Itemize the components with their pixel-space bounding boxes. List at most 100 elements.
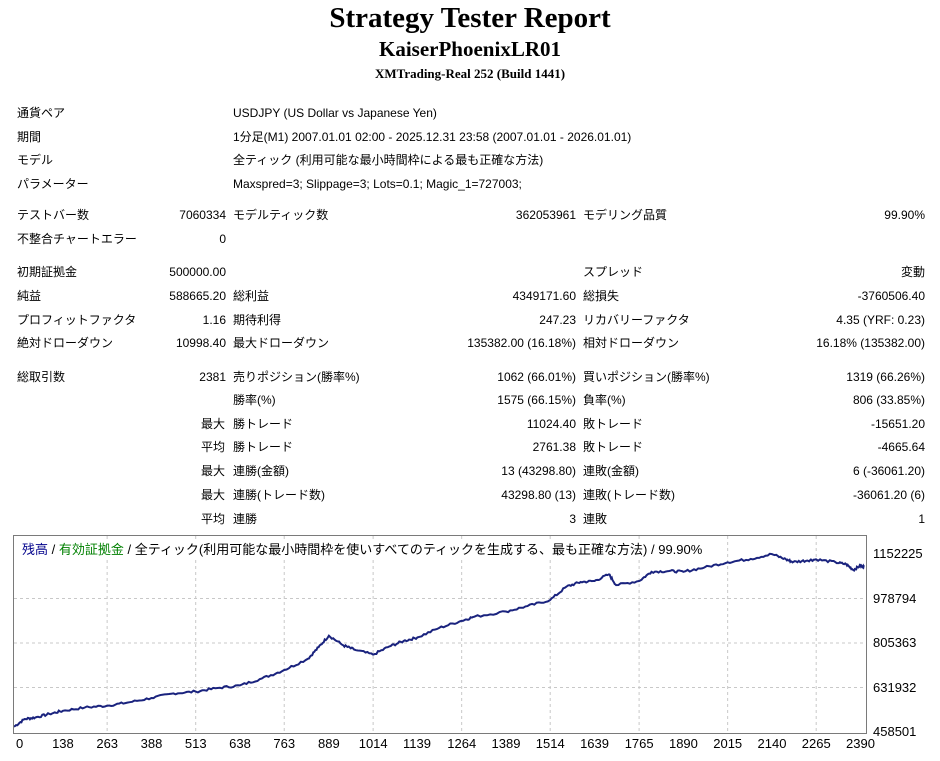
symbol-value: USDJPY (US Dollar vs Japanese Yen) <box>233 106 437 120</box>
profit-factor-label: プロフィットファクタ <box>17 313 137 327</box>
profit-factor-value: 1.16 <box>202 313 226 327</box>
x-tick-label: 1264 <box>447 736 477 751</box>
largest-loss-value: -15651.20 <box>870 417 925 431</box>
legend-separator: / <box>48 542 59 557</box>
mismatch-value: 0 <box>219 232 226 246</box>
period-value: 1分足(M1) 2007.01.01 02:00 - 2025.12.31 23… <box>233 130 632 144</box>
avg-consec-win-value: 3 <box>569 512 576 526</box>
max-consec-count-prefix: 最大 <box>201 488 226 502</box>
x-tick-label: 889 <box>318 736 340 751</box>
bars-value: 7060334 <box>179 208 226 222</box>
x-tick-label: 1639 <box>580 736 609 751</box>
x-tick-label: 388 <box>140 736 163 751</box>
symbol-label: 通貨ペア <box>17 106 66 120</box>
total-trades-value: 2381 <box>199 370 226 384</box>
average-win-label: 勝トレード <box>233 440 294 454</box>
win-rate-value: 1575 (66.15%) <box>497 393 576 407</box>
x-tick-label: 763 <box>273 736 296 751</box>
x-tick-label: 2015 <box>713 736 743 751</box>
max-consec-win-amount-value: 13 (43298.80) <box>501 464 576 478</box>
average-loss-label: 敗トレード <box>583 440 644 454</box>
spread-label: スプレッド <box>583 265 644 279</box>
largest-loss-label: 敗トレード <box>583 417 644 431</box>
quality-label: モデリング品質 <box>583 208 668 222</box>
x-tick-label: 638 <box>229 736 251 751</box>
ticks-label: モデルティック数 <box>233 208 329 222</box>
x-tick-label: 1765 <box>624 736 654 751</box>
recovery-factor-value: 4.35 (YRF: 0.23) <box>836 313 925 327</box>
y-tick-label: 805363 <box>873 635 917 650</box>
quality-value: 99.90% <box>884 208 925 222</box>
x-tick-label: 1389 <box>491 736 521 751</box>
x-tick-label: 513 <box>184 736 207 751</box>
abs-drawdown-label: 絶対ドローダウン <box>17 336 114 350</box>
loss-rate-label: 負率(%) <box>583 393 626 407</box>
avg-consec-loss-value: 1 <box>918 512 925 526</box>
total-trades-label: 総取引数 <box>17 370 66 384</box>
max-consec-loss-count-value: -36061.20 (6) <box>852 488 925 502</box>
x-tick-label: 2265 <box>801 736 831 751</box>
chart-legend: 残高 / 有効証拠金 / 全ティック(利用可能な最小時間枠を使いすべてのティック… <box>20 539 705 558</box>
long-positions-label: 買いポジション(勝率%) <box>583 370 710 384</box>
max-consec-win-amount-label: 連勝(金額) <box>233 464 289 478</box>
max-consec-loss-amount-label: 連敗(金額) <box>583 464 639 478</box>
max-consec-amount-prefix: 最大 <box>201 464 226 478</box>
long-positions-value: 1319 (66.26%) <box>846 370 925 384</box>
y-tick-label: 631932 <box>873 679 917 695</box>
rel-drawdown-label: 相対ドローダウン <box>583 336 680 350</box>
model-label: モデル <box>17 153 54 167</box>
x-tick-label: 1890 <box>668 736 698 751</box>
expected-payoff-label: 期待利得 <box>233 313 282 327</box>
x-tick-label: 2140 <box>757 736 787 751</box>
y-tick-label: 978794 <box>873 590 917 606</box>
x-tick-label: 0 <box>16 736 24 751</box>
largest-win-label: 勝トレード <box>233 417 294 431</box>
deposit-value: 500000.00 <box>169 265 226 279</box>
abs-drawdown-value: 10998.40 <box>175 336 226 350</box>
x-tick-label: 138 <box>52 736 74 751</box>
legend-balance: 残高 <box>22 542 49 557</box>
recovery-factor-label: リカバリーファクタ <box>583 313 690 327</box>
expected-payoff-value: 247.23 <box>539 313 576 327</box>
x-tick-label: 1139 <box>402 736 431 751</box>
net-profit-value: 588665.20 <box>169 289 226 303</box>
balance-line <box>14 552 865 728</box>
legend-equity: 有効証拠金 <box>58 542 124 557</box>
x-tick-label: 1014 <box>358 736 388 751</box>
gross-profit-label: 総利益 <box>233 289 270 303</box>
y-tick-label: 1152225 <box>873 546 923 561</box>
largest-prefix: 最大 <box>201 417 226 431</box>
max-consec-win-count-value: 43298.80 (13) <box>501 488 576 502</box>
max-consec-win-count-label: 連勝(トレード数) <box>233 488 325 502</box>
gross-loss-label: 総損失 <box>583 289 620 303</box>
server-build: XMTrading-Real 252 (Build 1441) <box>374 66 566 81</box>
legend-description: / 全ティック(利用可能な最小時間枠を使いすべてのティックを生成する、最も正確な… <box>123 542 703 557</box>
report-title: Strategy Tester Report <box>329 2 611 34</box>
gross-loss-value: -3760506.40 <box>857 289 925 303</box>
max-drawdown-value: 135382.00 (16.18%) <box>467 336 576 350</box>
parameters-value: Maxspred=3; Slippage=3; Lots=0.1; Magic_… <box>233 177 522 191</box>
ticks-value: 362053961 <box>515 208 576 222</box>
rel-drawdown-value: 16.18% (135382.00) <box>816 336 925 350</box>
max-drawdown-label: 最大ドローダウン <box>233 336 330 350</box>
avg-consec-loss-label: 連敗 <box>583 512 608 526</box>
avg-consec-prefix: 平均 <box>201 512 226 526</box>
max-consec-loss-count-label: 連敗(トレード数) <box>583 488 675 502</box>
net-profit-label: 純益 <box>17 289 42 303</box>
bars-label: テストバー数 <box>17 208 90 222</box>
loss-rate-value: 806 (33.85%) <box>852 393 925 407</box>
win-rate-label: 勝率(%) <box>233 393 276 407</box>
avg-consec-win-label: 連勝 <box>233 512 258 526</box>
deposit-label: 初期証拠金 <box>17 265 78 279</box>
short-positions-label: 売りポジション(勝率%) <box>233 370 360 384</box>
mismatch-label: 不整合チャートエラー <box>17 232 137 246</box>
max-consec-loss-amount-value: 6 (-36061.20) <box>852 464 925 478</box>
x-tick-label: 263 <box>96 736 119 751</box>
model-value: 全ティック (利用可能な最小時間枠による最も正確な方法) <box>233 153 544 167</box>
largest-win-value: 11024.40 <box>526 417 576 431</box>
short-positions-value: 1062 (66.01%) <box>497 370 576 384</box>
x-tick-label: 1514 <box>535 736 565 751</box>
x-tick-label: 2390 <box>846 736 875 751</box>
ea-name: KaiserPhoenixLR01 <box>379 37 561 61</box>
parameters-label: パラメーター <box>17 177 89 191</box>
